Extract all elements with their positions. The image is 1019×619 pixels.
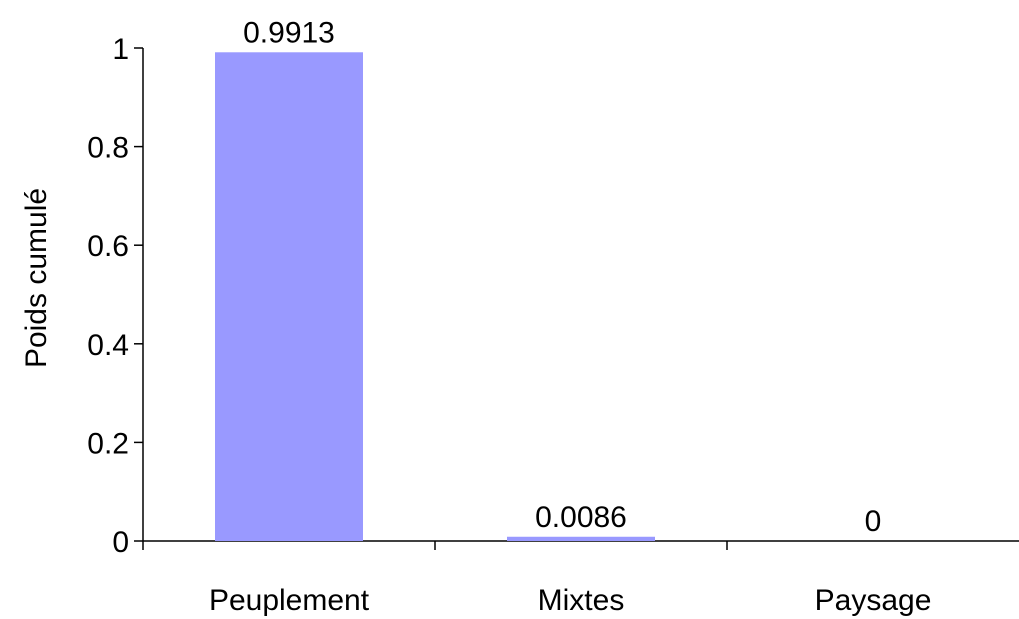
- bar-mixtes: [507, 536, 655, 541]
- data-label: 0.0086: [535, 501, 627, 534]
- plot-area: 0 0.2 0.4 0.6 0.8 1 0.9913 Peuplement 0.0086 Mixt…: [87, 16, 1019, 617]
- y-tick-label: 0.6: [87, 230, 129, 263]
- y-tick-label: 0.2: [87, 427, 129, 460]
- y-tick-label: 0.4: [87, 329, 129, 362]
- x-tick-label: Paysage: [815, 584, 932, 617]
- y-tick-label: 1: [112, 33, 129, 66]
- y-tick-label: 0.8: [87, 132, 129, 165]
- bar-peuplement: [215, 52, 363, 542]
- data-label: 0: [865, 505, 882, 538]
- data-label: 0.9913: [243, 16, 335, 49]
- x-tick-label: Peuplement: [209, 584, 370, 617]
- y-tick-label: 0: [112, 526, 129, 559]
- x-tick-label: Mixtes: [538, 584, 625, 617]
- y-axis-label: Poids cumulé: [20, 188, 53, 368]
